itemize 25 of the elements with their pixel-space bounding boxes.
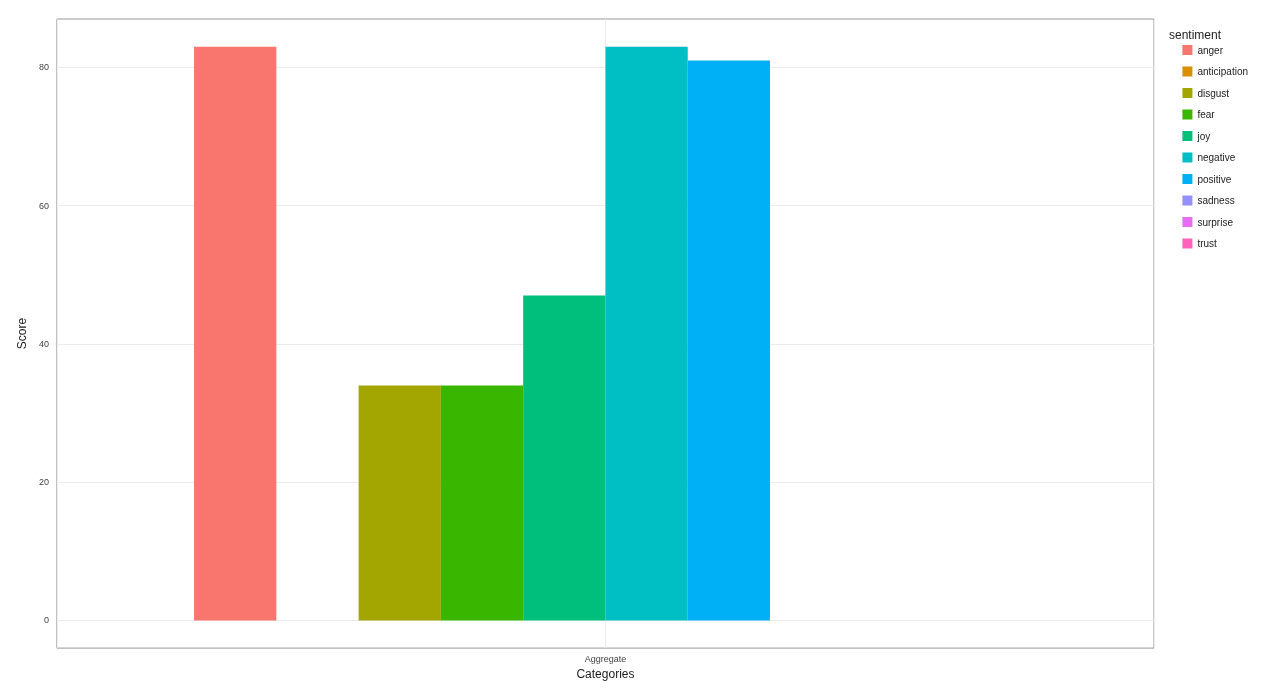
y-tick-label: 80 <box>38 62 49 73</box>
y-axis-title: Score <box>15 317 29 350</box>
legend-label: trust <box>1197 238 1218 249</box>
legend-label: fear <box>1197 109 1216 120</box>
legend-label: negative <box>1197 152 1236 163</box>
bar <box>358 385 441 621</box>
legend-label: disgust <box>1197 87 1230 99</box>
bar <box>687 60 771 621</box>
legend-label: joy <box>1196 130 1211 142</box>
y-tick-label: 60 <box>38 200 49 211</box>
legend-label: anger <box>1197 44 1224 56</box>
bar <box>440 385 524 621</box>
bar <box>605 46 688 621</box>
x-tick-label: Aggregate <box>584 653 627 664</box>
bar <box>194 46 277 621</box>
bar <box>523 295 606 621</box>
legend-label: anticipation <box>1197 66 1248 77</box>
x-axis-title: Categories <box>576 667 635 681</box>
legend-label: positive <box>1197 173 1232 185</box>
legend-label: surprise <box>1197 216 1234 228</box>
y-tick-label: 40 <box>38 338 49 349</box>
legend-title: sentiment <box>1168 28 1222 42</box>
y-tick-label: 20 <box>38 477 49 488</box>
y-tick-label: 0 <box>43 615 49 626</box>
legend-label: sadness <box>1197 195 1235 206</box>
